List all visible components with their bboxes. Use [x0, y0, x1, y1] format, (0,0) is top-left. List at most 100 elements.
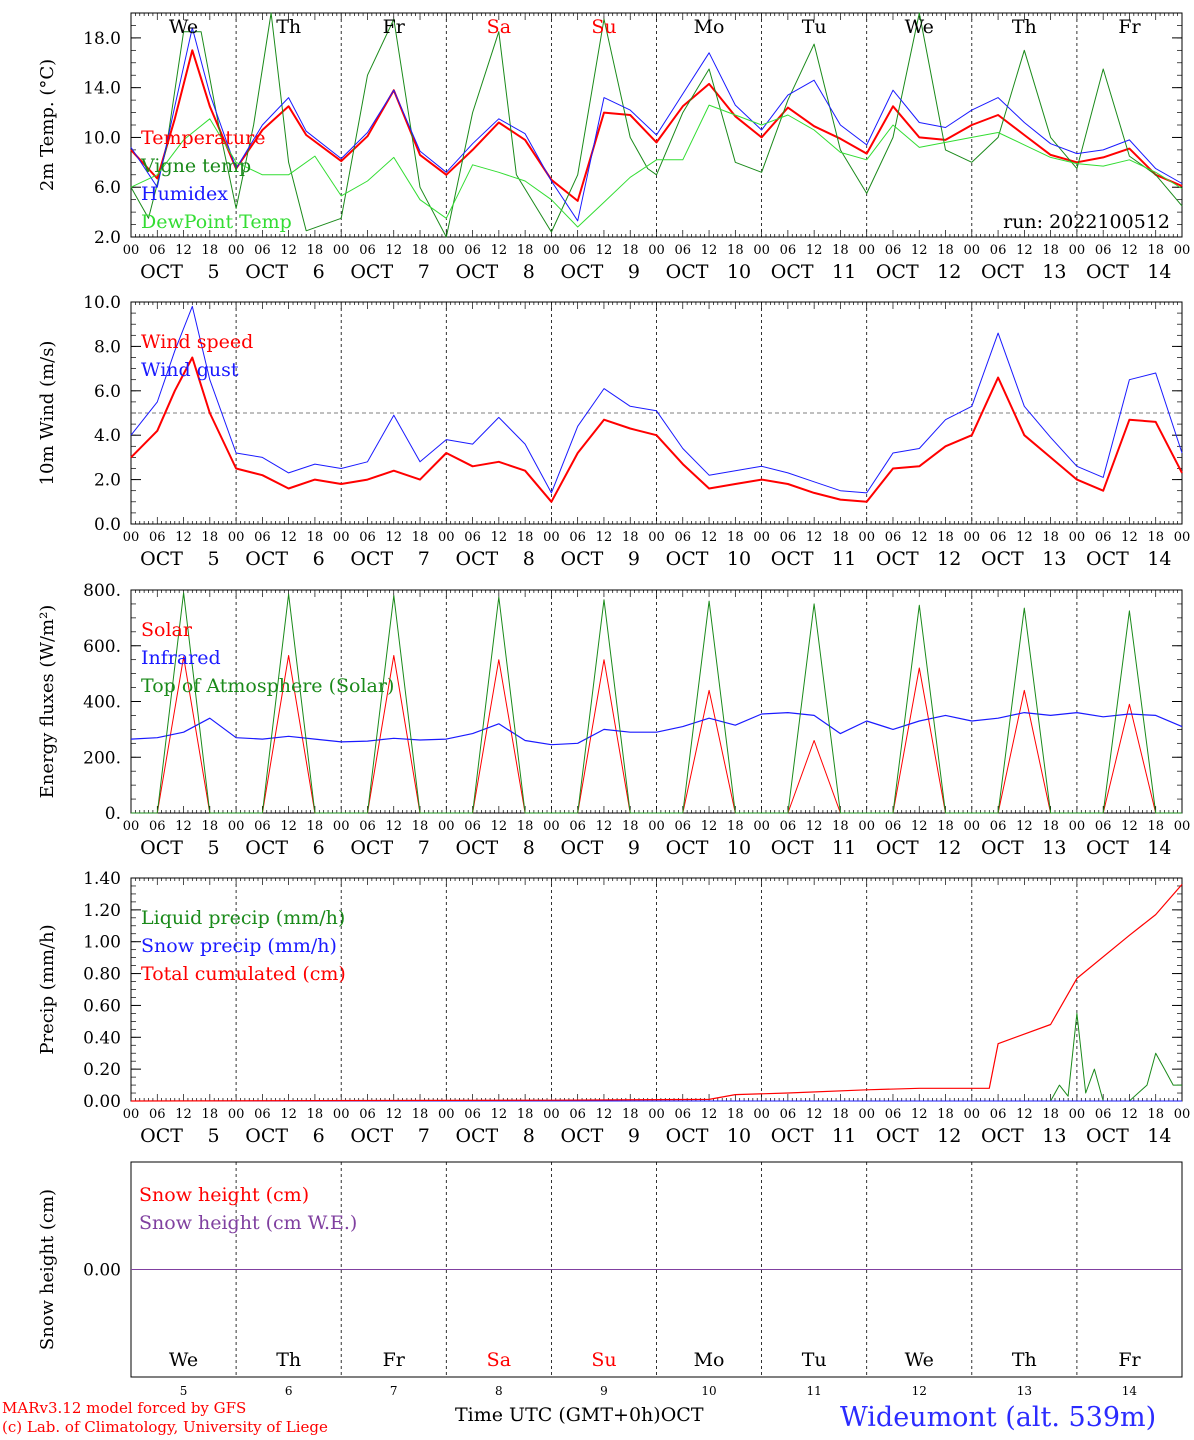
hour-tick-label: 06 [885, 819, 902, 834]
y-tick-label: 0.20 [83, 1060, 121, 1080]
hour-tick-label: 18 [307, 530, 324, 545]
hour-tick-label: 00 [228, 530, 245, 545]
date-day-label: 10 [727, 261, 751, 283]
hour-tick-label: 12 [491, 819, 508, 834]
date-day-label: 8 [523, 548, 535, 570]
date-day-label: 12 [937, 261, 961, 283]
hour-tick-label: 12 [385, 243, 402, 258]
date-month-label: OCT [666, 1125, 709, 1147]
hour-tick-label: 12 [1016, 530, 1033, 545]
date-day-label: 12 [937, 837, 961, 859]
date-day-label: 7 [418, 261, 430, 283]
time-axis-label: Time UTC (GMT+0h)OCT [455, 1404, 704, 1426]
series-line-liquid-precip-mm-h- [131, 1012, 1182, 1102]
y-axis-title: Precip (mm/h) [37, 924, 58, 1054]
footer-credits: MARv3.12 model forced by GFS (c) Lab. of… [2, 1399, 328, 1437]
hour-tick-label: 00 [648, 819, 665, 834]
hour-tick-label: 18 [832, 819, 849, 834]
y-tick-label: 2.0 [94, 228, 121, 248]
hour-tick-label: 06 [885, 530, 902, 545]
bottom-day-number: 5 [180, 1384, 188, 1398]
date-month-label: OCT [245, 837, 288, 859]
hour-tick-label: 06 [1095, 1107, 1112, 1122]
y-tick-label: 400. [83, 693, 121, 713]
hour-tick-label: 18 [622, 243, 639, 258]
y-tick-label: 0.80 [83, 965, 121, 985]
hour-tick-label: 12 [596, 819, 613, 834]
date-month-label: OCT [350, 837, 393, 859]
date-day-label: 12 [937, 548, 961, 570]
day-of-week-label: Th [276, 1349, 301, 1371]
hour-tick-label: 06 [149, 530, 166, 545]
hour-tick-label: 06 [149, 819, 166, 834]
hour-tick-label: 12 [596, 530, 613, 545]
hour-tick-label: 18 [202, 243, 219, 258]
series-line-vigne-temp [130, 12, 1183, 238]
date-day-label: 9 [628, 261, 640, 283]
date-month-label: OCT [350, 1125, 393, 1147]
y-axis-title: 2m Temp. (°C) [37, 59, 58, 191]
hour-tick-label: 18 [727, 819, 744, 834]
hour-tick-label: 00 [123, 819, 140, 834]
hour-tick-label: 18 [307, 1107, 324, 1122]
date-day-label: 9 [628, 1125, 640, 1147]
legend-entry: DewPoint Temp [141, 211, 292, 233]
hour-tick-label: 06 [359, 243, 376, 258]
hour-tick-label: 00 [858, 530, 875, 545]
hour-tick-label: 06 [1095, 243, 1112, 258]
hour-tick-label: 12 [701, 530, 718, 545]
station-label: Wideumont (alt. 539m) [840, 1402, 1157, 1433]
hour-tick-label: 12 [1121, 1107, 1138, 1122]
hour-tick-label: 12 [701, 243, 718, 258]
series-line-humidex [130, 27, 1183, 222]
bottom-day-number: 9 [600, 1384, 608, 1398]
hour-tick-label: 12 [701, 1107, 718, 1122]
date-month-label: OCT [561, 837, 604, 859]
hour-tick-label: 00 [333, 1107, 350, 1122]
hour-tick-label: 00 [753, 243, 770, 258]
hour-tick-label: 12 [911, 530, 928, 545]
date-day-label: 11 [832, 837, 856, 859]
date-month-label: OCT [981, 1125, 1024, 1147]
legend-entry: Snow height (cm) [139, 1184, 309, 1206]
hour-tick-label: 00 [543, 530, 560, 545]
hour-tick-label: 18 [1042, 530, 1059, 545]
hour-tick-label: 06 [990, 1107, 1007, 1122]
date-day-label: 5 [208, 1125, 220, 1147]
hour-tick-label: 12 [806, 530, 823, 545]
date-month-label: OCT [245, 261, 288, 283]
date-month-label: OCT [666, 548, 709, 570]
y-tick-label: 0.0 [94, 515, 121, 535]
hour-tick-label: 00 [1174, 243, 1191, 258]
hour-tick-label: 06 [254, 1107, 271, 1122]
series-line-wind-gust [130, 305, 1183, 494]
hour-tick-label: 18 [202, 530, 219, 545]
hour-tick-label: 18 [517, 243, 534, 258]
day-of-week-label: Tu [802, 16, 827, 38]
hour-tick-label: 18 [832, 1107, 849, 1122]
day-of-week-label: Th [1012, 1349, 1037, 1371]
date-month-label: OCT [981, 548, 1024, 570]
y-tick-label: 10.0 [83, 128, 121, 148]
model-credit: MARv3.12 model forced by GFS [2, 1399, 247, 1417]
hour-tick-label: 18 [202, 1107, 219, 1122]
hour-tick-label: 06 [569, 243, 586, 258]
hour-tick-label: 12 [280, 243, 297, 258]
legend-entry: Infrared [141, 647, 221, 669]
y-axis-title: Snow height (cm) [37, 1189, 58, 1350]
series-line-dewpoint-temp [130, 104, 1183, 228]
hour-tick-label: 12 [701, 819, 718, 834]
y-tick-label: 1.20 [83, 901, 121, 921]
hour-tick-label: 06 [1095, 819, 1112, 834]
hour-tick-label: 12 [1016, 243, 1033, 258]
hour-tick-label: 06 [359, 1107, 376, 1122]
hour-tick-label: 00 [438, 819, 455, 834]
legend-entry: Snow height (cm W.E.) [139, 1212, 357, 1234]
y-tick-label: 18.0 [83, 29, 121, 49]
day-of-week-label: We [169, 16, 198, 38]
hour-tick-label: 18 [937, 819, 954, 834]
date-day-label: 6 [313, 1125, 325, 1147]
hour-tick-label: 12 [280, 530, 297, 545]
hour-tick-label: 00 [228, 819, 245, 834]
y-tick-label: 6.0 [94, 178, 121, 198]
